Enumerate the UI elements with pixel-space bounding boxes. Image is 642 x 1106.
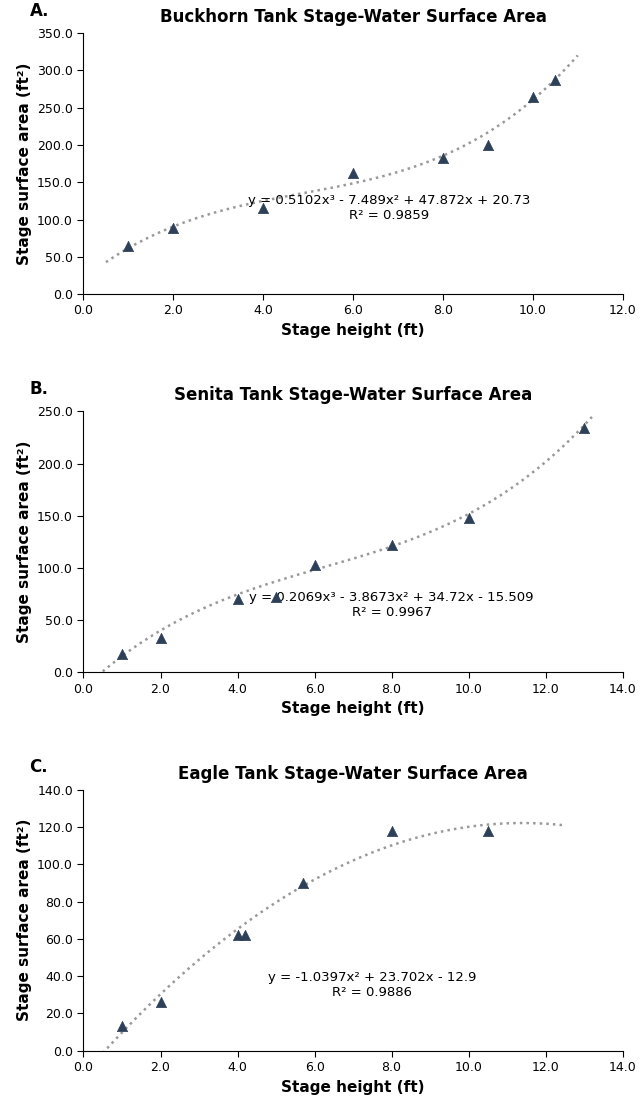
- X-axis label: Stage height (ft): Stage height (ft): [281, 1079, 425, 1095]
- Title: Eagle Tank Stage-Water Surface Area: Eagle Tank Stage-Water Surface Area: [178, 764, 528, 783]
- Point: [271, 588, 281, 606]
- Point: [483, 822, 493, 839]
- Point: [155, 629, 166, 647]
- Text: A.: A.: [30, 2, 49, 20]
- Text: y = 0.5102x³ - 7.489x² + 47.872x + 20.73
R² = 0.9859: y = 0.5102x³ - 7.489x² + 47.872x + 20.73…: [248, 195, 530, 222]
- Point: [117, 645, 127, 662]
- Title: Buckhorn Tank Stage-Water Surface Area: Buckhorn Tank Stage-Water Surface Area: [160, 8, 546, 27]
- Text: B.: B.: [30, 380, 49, 398]
- Point: [232, 591, 243, 608]
- Point: [123, 237, 134, 254]
- Point: [550, 71, 560, 88]
- Point: [386, 536, 397, 554]
- Point: [464, 509, 474, 526]
- Point: [117, 1018, 127, 1035]
- Point: [258, 199, 268, 217]
- Point: [528, 87, 538, 105]
- Point: [240, 927, 250, 945]
- Point: [155, 993, 166, 1011]
- Title: Senita Tank Stage-Water Surface Area: Senita Tank Stage-Water Surface Area: [174, 386, 532, 405]
- Text: y = -1.0397x² + 23.702x - 12.9
R² = 0.9886: y = -1.0397x² + 23.702x - 12.9 R² = 0.98…: [268, 971, 476, 1000]
- Point: [386, 822, 397, 839]
- X-axis label: Stage height (ft): Stage height (ft): [281, 701, 425, 717]
- Point: [298, 874, 308, 891]
- Point: [309, 556, 320, 574]
- Y-axis label: Stage surface area (ft²): Stage surface area (ft²): [17, 820, 31, 1022]
- Y-axis label: Stage surface area (ft²): Stage surface area (ft²): [17, 441, 31, 643]
- Point: [168, 220, 178, 238]
- Point: [483, 136, 493, 154]
- Text: y = 0.2069x³ - 3.8673x² + 34.72x - 15.509
R² = 0.9967: y = 0.2069x³ - 3.8673x² + 34.72x - 15.50…: [249, 591, 534, 618]
- Point: [348, 164, 358, 181]
- Point: [438, 149, 448, 167]
- Point: [579, 419, 589, 437]
- Y-axis label: Stage surface area (ft²): Stage surface area (ft²): [17, 62, 31, 264]
- X-axis label: Stage height (ft): Stage height (ft): [281, 323, 425, 338]
- Point: [232, 927, 243, 945]
- Text: C.: C.: [30, 759, 48, 776]
